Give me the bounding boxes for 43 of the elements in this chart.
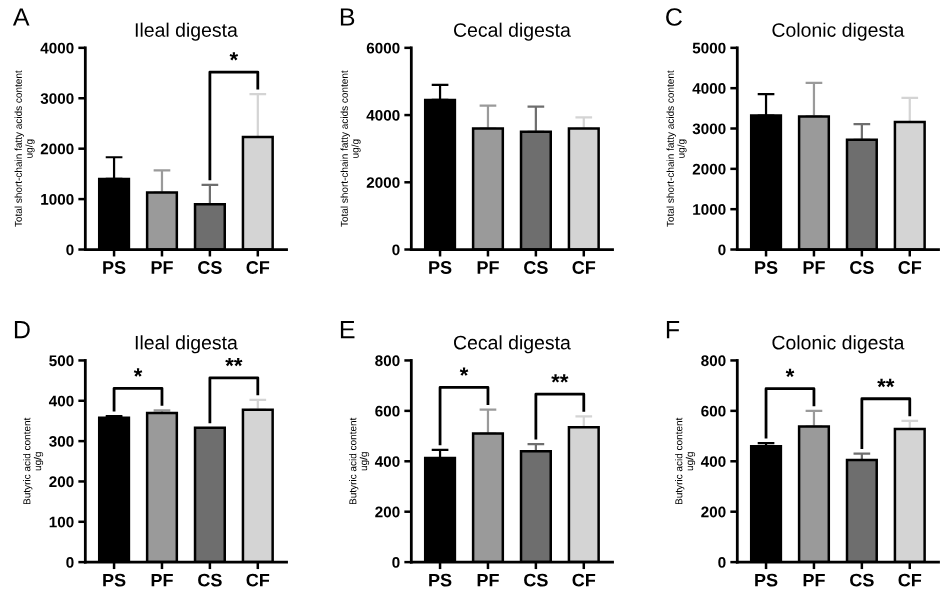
text: B xyxy=(340,8,355,26)
chart-title: Ileal digesta xyxy=(135,22,238,41)
x-tick-label: CF xyxy=(898,261,922,274)
x-tick-label: PS xyxy=(755,261,778,274)
chart-title: Cecal digesta xyxy=(454,22,571,41)
chart-title: Colonic digesta xyxy=(772,335,905,354)
x-tick-label: PS xyxy=(103,573,126,587)
annotation: * xyxy=(133,368,143,377)
x-tick-label: PS xyxy=(103,261,126,274)
x-tick-label: PF xyxy=(151,573,173,587)
x-tick-label: CF xyxy=(246,573,270,587)
x-tick-label: CF xyxy=(246,261,270,274)
x-tick-label: CS xyxy=(850,261,874,274)
annotation: ** xyxy=(225,357,243,367)
x-tick-label: CF xyxy=(572,573,596,587)
text: F xyxy=(666,321,680,339)
x-tick-label: PF xyxy=(477,261,499,274)
x-tick-label: PF xyxy=(803,573,825,587)
chart-title: Colonic digesta xyxy=(772,22,905,41)
annotation: * xyxy=(785,368,795,378)
chart-title: Cecal digesta xyxy=(454,335,571,354)
text: D xyxy=(14,321,30,339)
text: A xyxy=(12,8,30,26)
annotation: ** xyxy=(551,374,569,383)
x-tick-label: CS xyxy=(198,573,222,587)
x-tick-label: PF xyxy=(477,573,499,587)
x-tick-label: CS xyxy=(524,261,548,274)
x-tick-label: PF xyxy=(803,261,825,274)
x-tick-label: CS xyxy=(850,573,874,587)
annotation: ** xyxy=(877,378,895,388)
x-tick-label: PS xyxy=(429,261,452,274)
chart-title: Ileal digesta xyxy=(135,335,238,354)
x-tick-label: CS xyxy=(198,261,222,274)
x-tick-label: PF xyxy=(151,261,173,274)
annotation: * xyxy=(229,52,239,61)
x-tick-label: PS xyxy=(429,573,452,587)
x-tick-label: PS xyxy=(755,573,778,587)
text: C xyxy=(666,8,682,26)
annotation: * xyxy=(459,367,469,376)
x-tick-label: CS xyxy=(524,573,548,587)
text: E xyxy=(340,321,355,339)
x-tick-label: CF xyxy=(572,261,596,274)
x-tick-label: CF xyxy=(898,573,922,587)
